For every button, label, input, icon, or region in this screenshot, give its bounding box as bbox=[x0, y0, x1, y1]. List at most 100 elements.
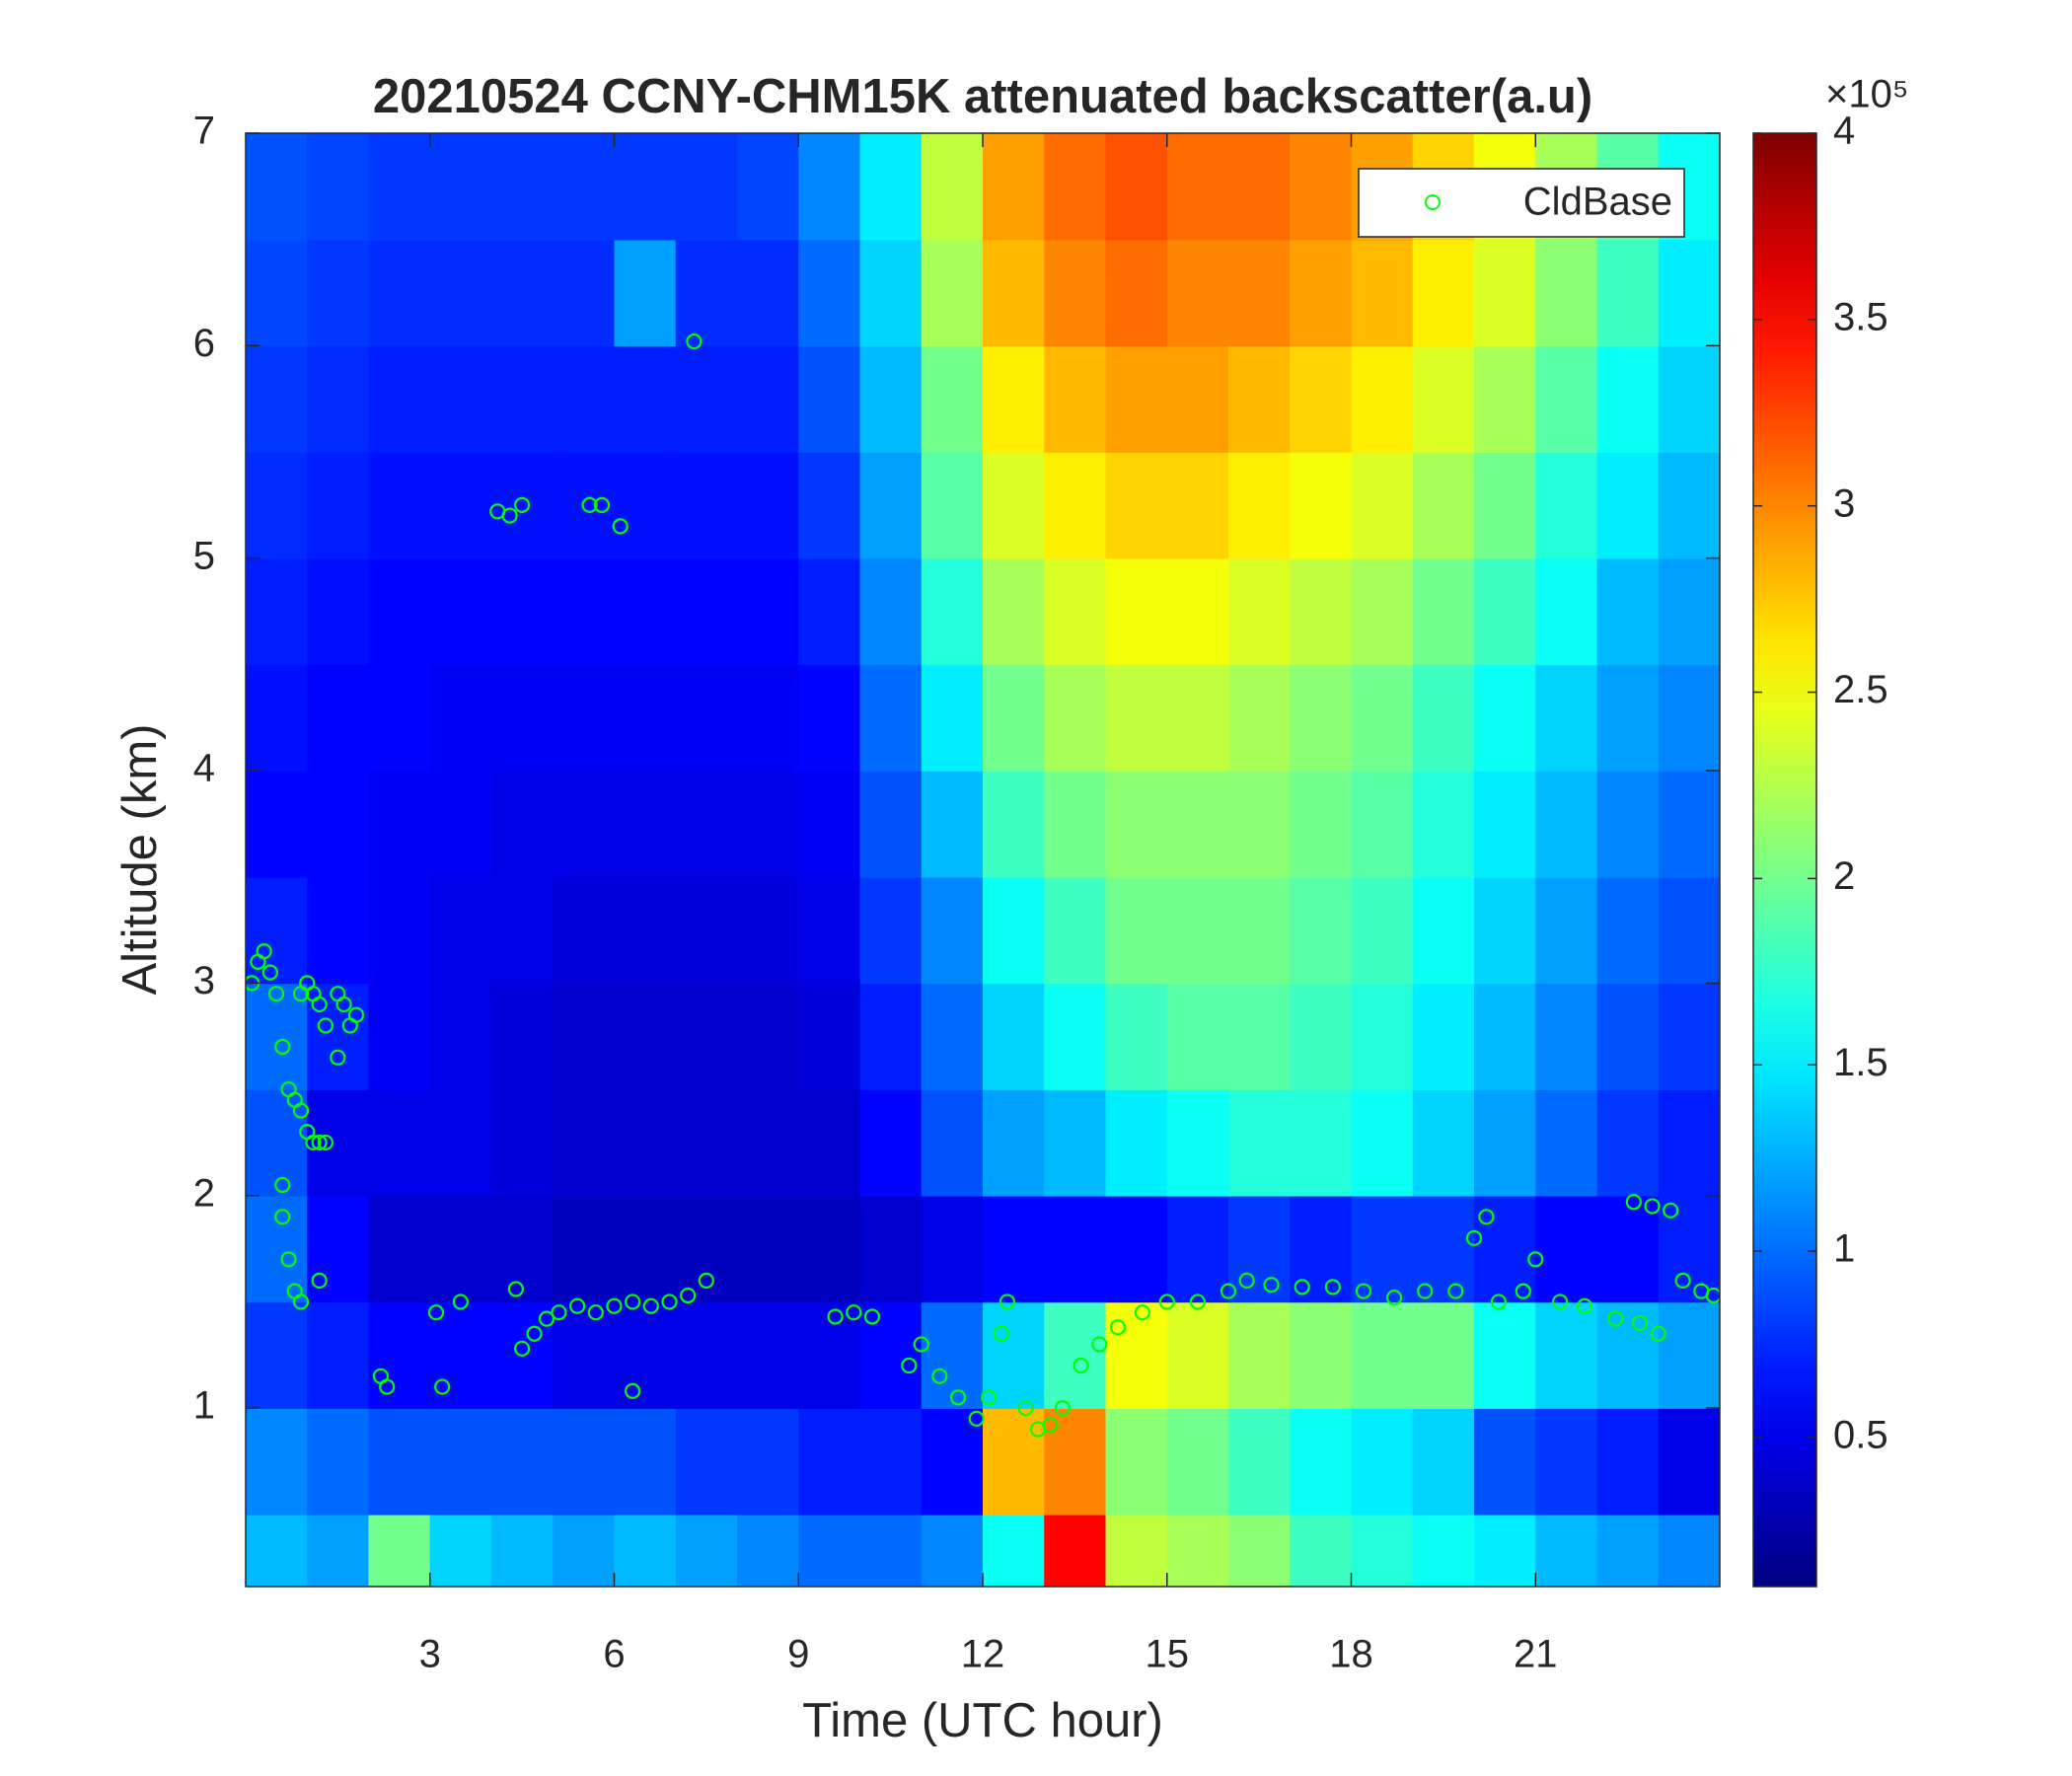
heatmap-cell bbox=[859, 345, 923, 453]
heatmap-cell bbox=[1474, 664, 1537, 772]
y-tick-label: 4 bbox=[193, 747, 215, 790]
heatmap-cell bbox=[246, 345, 309, 453]
x-tick-label: 21 bbox=[1514, 1633, 1558, 1676]
heatmap-cell bbox=[921, 983, 984, 1090]
heatmap-cell bbox=[983, 345, 1046, 453]
heatmap-cell bbox=[553, 133, 616, 241]
cloud-base-point bbox=[311, 1272, 328, 1289]
heatmap-cell bbox=[1474, 876, 1537, 985]
heatmap-cell bbox=[737, 876, 800, 985]
heatmap-cell bbox=[859, 1408, 923, 1516]
cloud-base-point bbox=[913, 1336, 929, 1353]
heatmap-cell bbox=[1412, 1408, 1475, 1516]
heatmap-cell bbox=[429, 771, 492, 878]
x-axis-label: Time (UTC hour) bbox=[802, 1694, 1163, 1747]
heatmap-cell bbox=[1474, 557, 1537, 666]
cloud-base-point bbox=[434, 1378, 451, 1395]
heatmap-cell bbox=[246, 557, 309, 666]
cloud-base-point bbox=[1576, 1297, 1593, 1314]
heatmap-cell bbox=[1290, 1195, 1353, 1303]
heatmap-cell bbox=[1228, 1301, 1292, 1409]
heatmap-cell bbox=[737, 983, 800, 1090]
cloud-base-point bbox=[968, 1410, 985, 1427]
heatmap-cell bbox=[1044, 1514, 1107, 1587]
heatmap-cell bbox=[491, 1408, 555, 1516]
legend: CldBase bbox=[1358, 168, 1685, 238]
heatmap-cell bbox=[1412, 1514, 1475, 1587]
heatmap-cell bbox=[429, 133, 492, 241]
heatmap-cell bbox=[1596, 1514, 1660, 1587]
cloud-base-point bbox=[1447, 1283, 1464, 1299]
heatmap-cell bbox=[859, 664, 923, 772]
heatmap-cell bbox=[1474, 345, 1537, 453]
heatmap-cell bbox=[1535, 664, 1598, 772]
heatmap-cell bbox=[1290, 133, 1353, 241]
heatmap-cell bbox=[1290, 345, 1353, 453]
heatmap-cell bbox=[1228, 239, 1292, 347]
heatmap-cell bbox=[1412, 452, 1475, 559]
heatmap-cell bbox=[798, 1514, 861, 1587]
heatmap-cell bbox=[1412, 1195, 1475, 1303]
cloud-base-point bbox=[1294, 1279, 1310, 1295]
cloud-base-point bbox=[1705, 1287, 1720, 1304]
heatmap-cell bbox=[307, 345, 370, 453]
heatmap-cell bbox=[1658, 1089, 1720, 1197]
heatmap-cell bbox=[798, 1089, 861, 1197]
colorbar-tick-label: 4 bbox=[1833, 110, 1855, 153]
cloud-base-point bbox=[274, 1176, 291, 1194]
cloud-base-point bbox=[863, 1308, 881, 1325]
cloud-base-point bbox=[901, 1357, 918, 1374]
heatmap-cell bbox=[921, 452, 984, 559]
heatmap-cell bbox=[1228, 1195, 1292, 1303]
heatmap-cell bbox=[675, 876, 738, 985]
heatmap-cell bbox=[1166, 771, 1229, 878]
heatmap-cell bbox=[1351, 239, 1414, 347]
cloud-base-point bbox=[538, 1310, 555, 1327]
cloud-base-point bbox=[280, 1251, 297, 1268]
cloud-base-point bbox=[514, 496, 531, 513]
heatmap-cell bbox=[859, 557, 923, 666]
heatmap-cell bbox=[675, 239, 738, 347]
heatmap-cell bbox=[675, 345, 738, 453]
heatmap-cell bbox=[1658, 1514, 1720, 1587]
heatmap-cell bbox=[1535, 1514, 1598, 1587]
heatmap-cell bbox=[1596, 983, 1660, 1090]
cloud-base-point bbox=[1465, 1229, 1483, 1246]
heatmap-cell bbox=[798, 664, 861, 772]
heatmap-cell bbox=[737, 239, 800, 347]
heatmap-cell bbox=[983, 133, 1046, 241]
heatmap-cell bbox=[1351, 1514, 1414, 1587]
heatmap-cell bbox=[859, 133, 923, 241]
heatmap-cell bbox=[1351, 345, 1414, 453]
cloud-base-point bbox=[1552, 1294, 1569, 1310]
heatmap-cell bbox=[1044, 345, 1107, 453]
heatmap-cell bbox=[368, 452, 431, 559]
heatmap-cell bbox=[1351, 452, 1414, 559]
heatmap-cell bbox=[491, 345, 555, 453]
heatmap-cell bbox=[798, 239, 861, 347]
heatmap-cell bbox=[1658, 1408, 1720, 1516]
heatmap-cell bbox=[859, 771, 923, 878]
x-tick-label: 15 bbox=[1146, 1633, 1190, 1676]
heatmap-cell bbox=[798, 345, 861, 453]
heatmap-cell bbox=[1535, 1089, 1598, 1197]
heatmap-cell bbox=[307, 1195, 370, 1303]
heatmap-cell bbox=[1228, 983, 1292, 1090]
heatmap-cell bbox=[1044, 239, 1107, 347]
heatmap-cell bbox=[246, 239, 309, 347]
heatmap-cell bbox=[429, 983, 492, 1090]
cloud-base-point bbox=[1073, 1357, 1089, 1374]
cloud-base-point bbox=[931, 1368, 948, 1384]
heatmap-cell bbox=[1166, 1408, 1229, 1516]
heatmap-cell bbox=[675, 1195, 738, 1303]
heatmap-cell bbox=[1166, 452, 1229, 559]
heatmap-cell bbox=[429, 1089, 492, 1197]
heatmap-cell bbox=[614, 664, 677, 772]
colorbar-tick-label: 2 bbox=[1833, 854, 1855, 898]
heatmap-cell bbox=[553, 664, 616, 772]
heatmap-cell bbox=[1166, 1195, 1229, 1303]
heatmap-cell bbox=[1105, 664, 1168, 772]
cloud-base-point bbox=[606, 1297, 623, 1314]
heatmap-cell bbox=[1228, 1408, 1292, 1516]
heatmap-cell bbox=[921, 345, 984, 453]
